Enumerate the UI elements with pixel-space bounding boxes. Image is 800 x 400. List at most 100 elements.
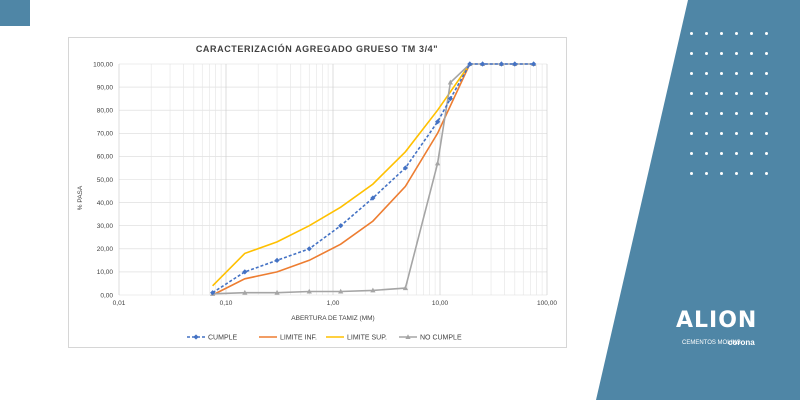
pattern-dot: [765, 172, 768, 175]
pattern-dot: [750, 92, 753, 95]
x-tick-label: 0,10: [220, 300, 233, 307]
pattern-dot: [690, 112, 693, 115]
pattern-dot: [690, 172, 693, 175]
pattern-dot: [735, 52, 738, 55]
series-limite-inf: [212, 63, 471, 296]
data-point: [338, 223, 344, 229]
data-point: [274, 289, 280, 295]
y-tick-label: 20,00: [97, 246, 114, 253]
pattern-dot: [720, 172, 723, 175]
pattern-dot: [690, 92, 693, 95]
pattern-dot: [690, 52, 693, 55]
y-tick-label: 60,00: [97, 154, 114, 161]
logo-sub-left: CEMENTOS MOLINS: [682, 340, 741, 346]
pattern-dot: [720, 52, 723, 55]
pattern-dot: [735, 92, 738, 95]
logo-wordmark: ALION: [676, 308, 758, 333]
data-point: [370, 287, 376, 293]
pattern-dot: [750, 112, 753, 115]
y-tick-label: 40,00: [97, 200, 114, 207]
legend-item: CUMPLE: [187, 334, 238, 342]
pattern-dot: [705, 172, 708, 175]
y-tick-label: 50,00: [97, 177, 114, 184]
legend-item: LIMITE SUP.: [326, 335, 387, 342]
x-tick-label: 0,01: [113, 300, 126, 307]
pattern-dot: [690, 32, 693, 35]
y-tick-label: 90,00: [97, 84, 114, 91]
logo-sub-right: corona: [728, 338, 755, 347]
pattern-dot: [720, 132, 723, 135]
pattern-dot: [690, 132, 693, 135]
pattern-dot: [720, 32, 723, 35]
y-tick-labels: 0,00 10,00 20,00 30,00 40,00 50,00 60,00 70,00 8…: [93, 61, 113, 299]
alion-logo: ALION CEMENTOS MOLINS corona: [676, 310, 776, 350]
legend-label: LIMITE SUP.: [347, 335, 387, 342]
pattern-dot: [705, 92, 708, 95]
pattern-dot: [765, 72, 768, 75]
chart-card: CARACTERIZACIÓN AGREGADO GRUESO TM 3/4" …: [68, 37, 567, 348]
pattern-dot: [705, 112, 708, 115]
pattern-dot: [765, 112, 768, 115]
pattern-dot: [720, 72, 723, 75]
series-line: [212, 63, 471, 287]
y-tick-label: 0,00: [100, 292, 113, 299]
x-axis-label: ABERTURA DE TAMIZ (MM): [291, 315, 374, 322]
data-point: [306, 246, 312, 252]
pattern-dot: [705, 72, 708, 75]
legend-label: NO CUMPLE: [420, 335, 462, 342]
pattern-dot: [705, 52, 708, 55]
series-line: [212, 63, 534, 294]
data-point: [447, 79, 453, 85]
pattern-dot: [765, 92, 768, 95]
data-point: [402, 285, 409, 291]
legend-marker: [405, 334, 411, 339]
data-point: [531, 61, 537, 67]
pattern-dot: [690, 72, 693, 75]
pattern-dot: [750, 152, 753, 155]
series-line: [212, 63, 471, 296]
grid-lines: [118, 63, 548, 296]
series-limite-sup: [212, 63, 471, 287]
data-point: [467, 61, 473, 67]
legend-item: NO CUMPLE: [399, 334, 462, 342]
pattern-dot: [705, 132, 708, 135]
series-cumple: [210, 61, 537, 296]
data-point: [338, 288, 344, 294]
dot-pattern: [690, 32, 790, 192]
pattern-dot: [735, 132, 738, 135]
y-tick-label: 70,00: [97, 131, 114, 138]
legend-item: LIMITE INF.: [259, 335, 317, 342]
series-line: [212, 63, 534, 295]
pattern-dot: [735, 172, 738, 175]
x-tick-label: 100,00: [537, 300, 557, 307]
y-tick-label: 30,00: [97, 223, 114, 230]
data-point: [402, 165, 409, 171]
data-point: [274, 257, 280, 263]
data-point: [242, 289, 248, 295]
pattern-dot: [720, 92, 723, 95]
series-no-cumple: [210, 61, 537, 296]
data-point: [512, 61, 518, 67]
chart-title: CARACTERIZACIÓN AGREGADO GRUESO TM 3/4": [196, 43, 438, 54]
corner-accent: [0, 0, 30, 26]
y-tick-label: 10,00: [97, 269, 114, 276]
chart-legend: CUMPLE LIMITE INF. LIMITE SUP. NO CUMPLE: [187, 334, 462, 342]
pattern-dot: [765, 52, 768, 55]
data-point: [435, 160, 441, 166]
data-point: [370, 195, 376, 201]
pattern-dot: [750, 132, 753, 135]
data-point: [306, 288, 312, 294]
data-point: [210, 290, 216, 296]
pattern-dot: [705, 32, 708, 35]
y-tick-label: 100,00: [93, 61, 113, 68]
x-tick-labels: 0,01 0,10 1,00 10,00 100,00: [113, 300, 558, 307]
pattern-dot: [765, 152, 768, 155]
pattern-dot: [735, 152, 738, 155]
pattern-dot: [765, 32, 768, 35]
gradation-chart: CARACTERIZACIÓN AGREGADO GRUESO TM 3/4" …: [77, 43, 558, 342]
y-tick-label: 80,00: [97, 108, 114, 115]
pattern-dot: [705, 152, 708, 155]
series-lines: [210, 61, 537, 296]
pattern-dot: [750, 72, 753, 75]
